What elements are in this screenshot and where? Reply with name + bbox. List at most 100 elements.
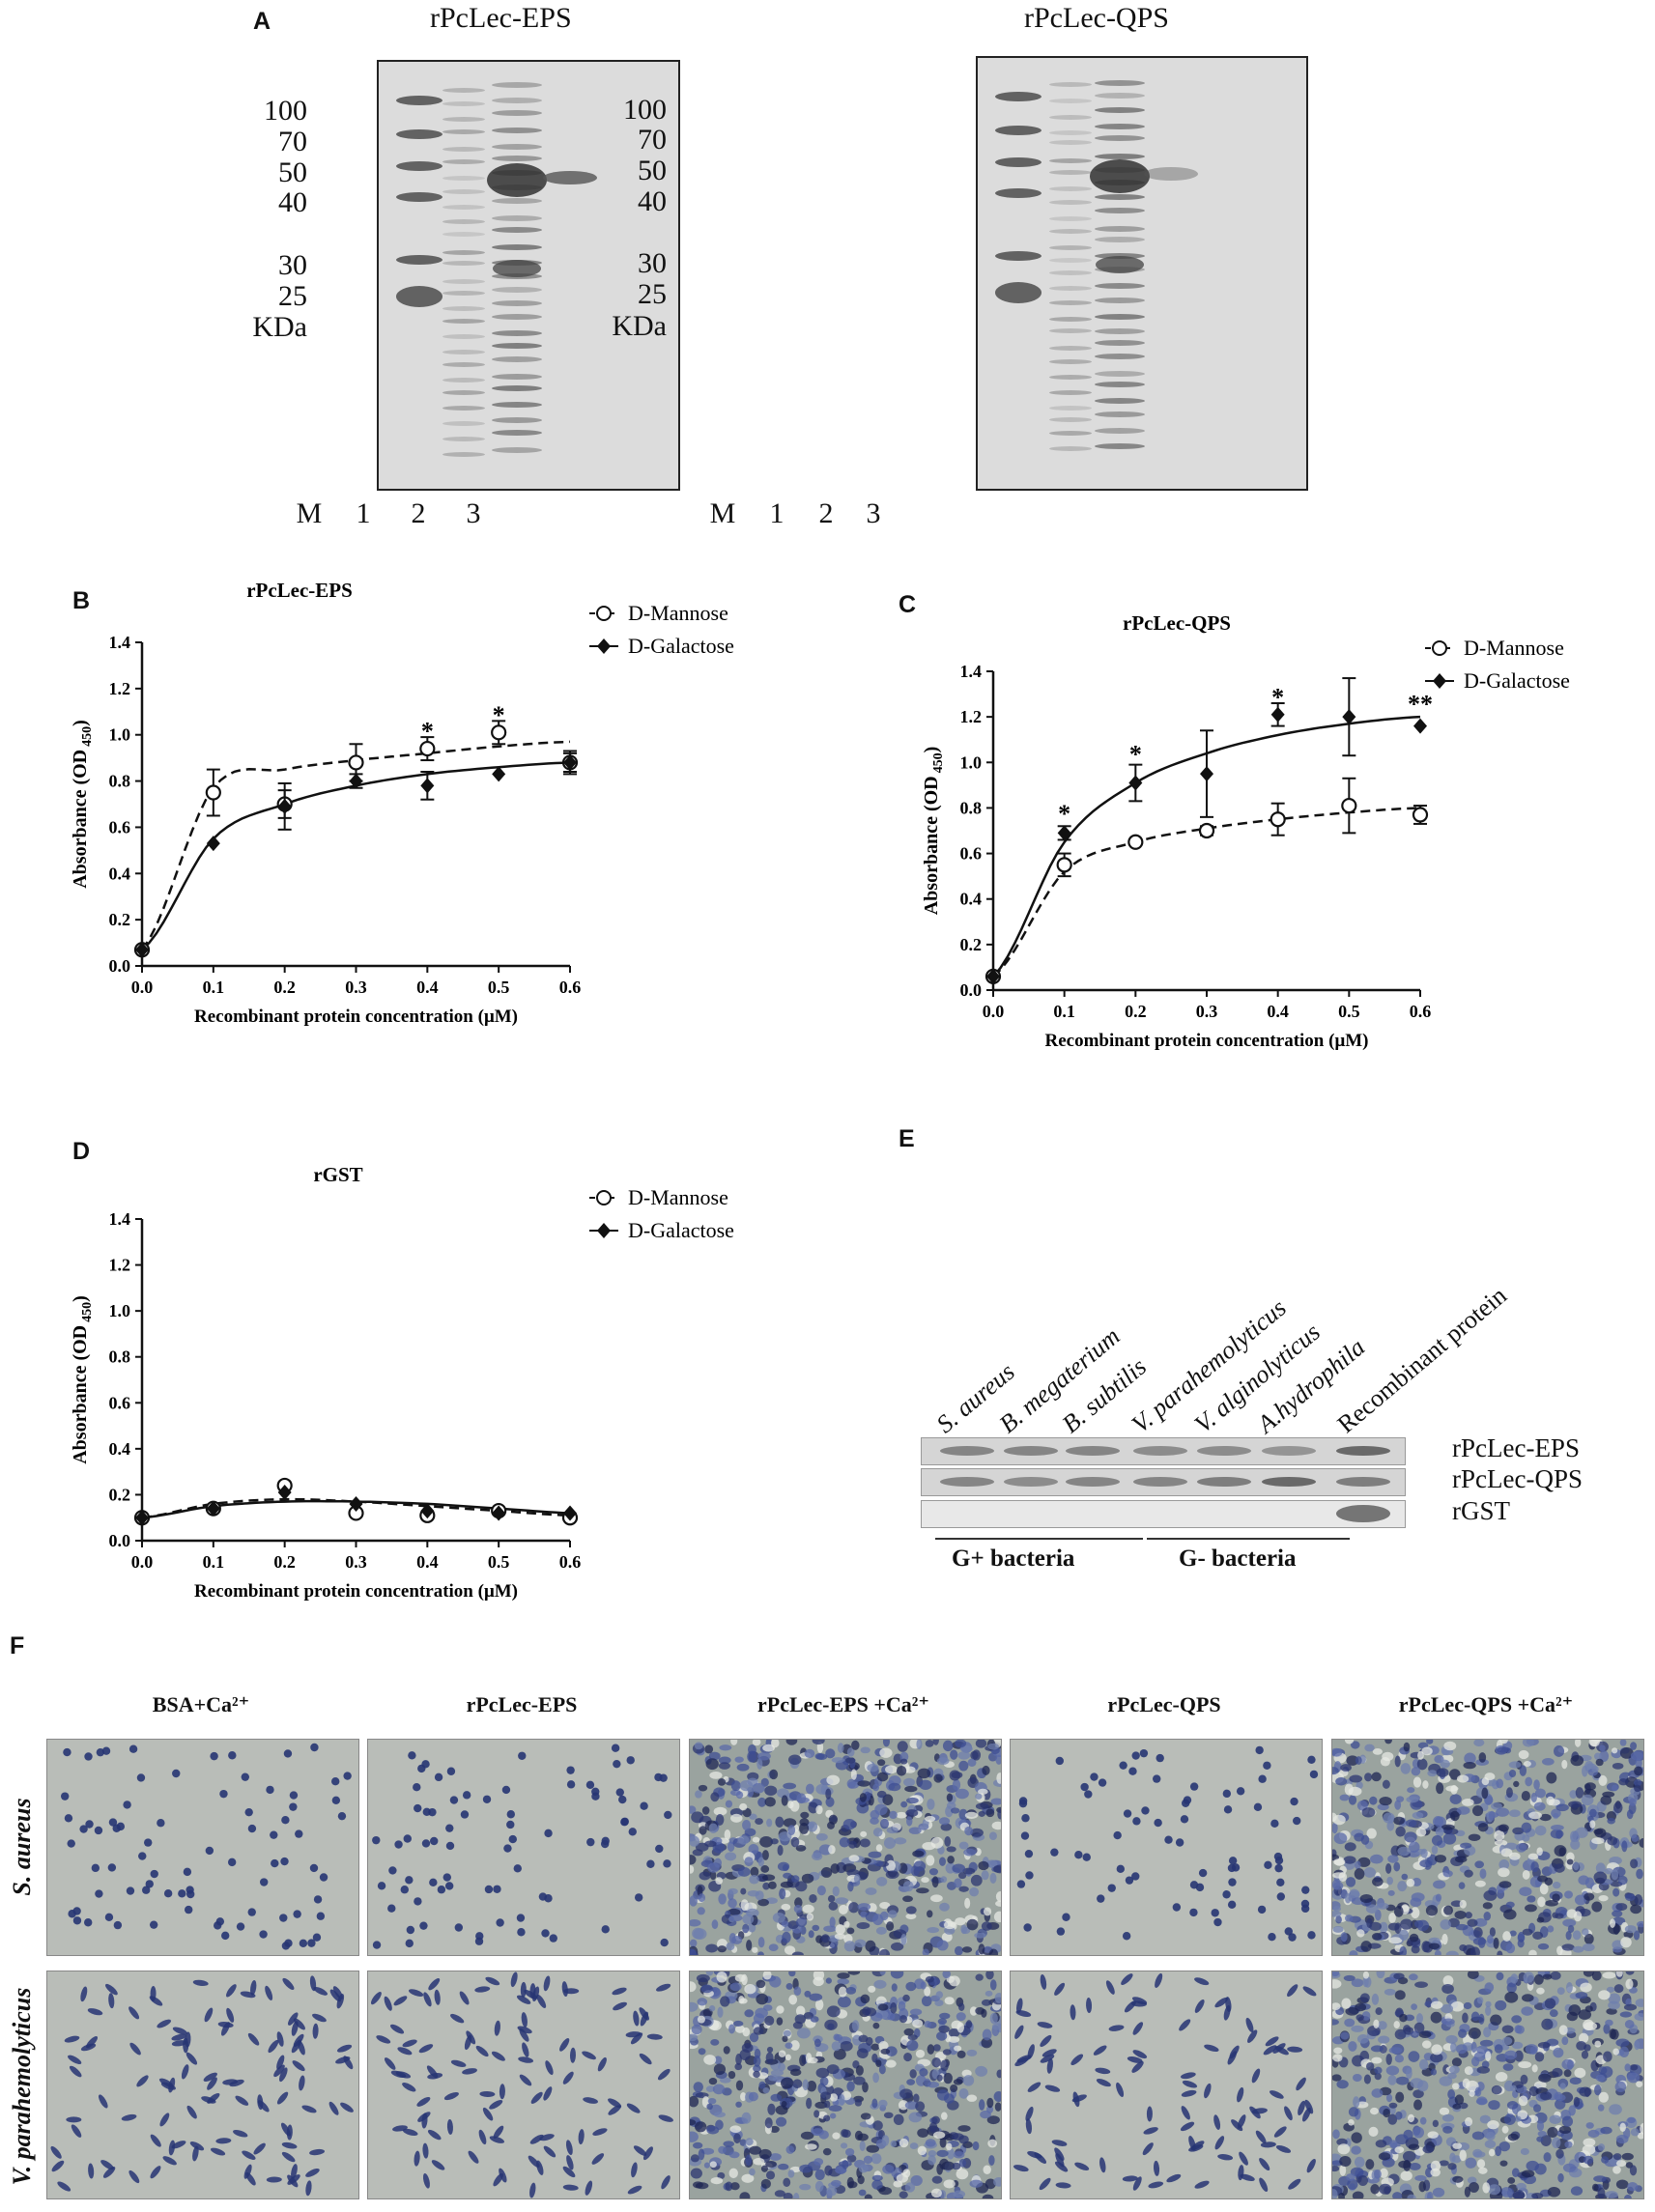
marker-band (396, 129, 442, 139)
blot-band (1004, 1446, 1058, 1456)
lane-label: 1 (769, 496, 785, 529)
induced-band (1095, 340, 1145, 347)
gel-title: rPcLec-QPS (1024, 2, 1169, 34)
mw-marker-label: 50 (638, 155, 667, 186)
panel-d-letter: D (72, 1138, 91, 1165)
x-tick-label: 0.3 (1196, 1002, 1218, 1021)
lysate-band (1049, 169, 1092, 175)
x-tick-label: 0.2 (273, 978, 296, 997)
mannose-point (491, 724, 507, 741)
lysate-band (1049, 229, 1092, 235)
panel-e-letter: E (899, 1125, 915, 1152)
panel-f-letter: F (10, 1632, 25, 1659)
y-tick-label: 1.2 (960, 707, 983, 726)
lane-label: 3 (466, 496, 481, 529)
induced-band (1095, 252, 1145, 259)
agglutination-image (1331, 1971, 1644, 2199)
lysate-band (1049, 99, 1092, 104)
marker-band (396, 286, 442, 307)
group-line (935, 1538, 1143, 1540)
galactose-point (277, 1485, 292, 1501)
marker-band (995, 188, 1042, 198)
x-axis-label: Recombinant protein concentration (μM) (194, 1581, 518, 1602)
micro-column-title: rPcLec-QPS +Ca²⁺ (1398, 1692, 1574, 1716)
x-tick-label: 0.1 (203, 1552, 225, 1572)
induced-band (492, 330, 542, 337)
mannose-point (419, 740, 436, 757)
lysate-band (442, 249, 485, 255)
lane-label: M (709, 496, 736, 529)
micro-column-title: rPcLec-EPS (466, 1692, 578, 1716)
y-tick-label: 0.4 (109, 1439, 131, 1459)
lysate-band (1049, 389, 1092, 395)
micro-column-title: rPcLec-QPS (1107, 1692, 1221, 1716)
lysate-band (1049, 258, 1092, 264)
mannose-point (1270, 811, 1286, 828)
legend-label: D-Galactose (628, 1218, 734, 1242)
induced-band (492, 156, 542, 162)
lysate-band (442, 406, 485, 411)
blot-band (1004, 1477, 1058, 1487)
lysate-band (442, 176, 485, 182)
significance-mark: * (421, 718, 434, 746)
blot-band (1133, 1477, 1187, 1487)
mw-marker-label: 100 (264, 95, 307, 127)
mw-marker-label: 40 (638, 185, 667, 217)
blot-strip (921, 1437, 1406, 1465)
significance-mark: * (1271, 684, 1284, 712)
blot-row-label: rPcLec-QPS (1452, 1464, 1583, 1493)
mw-marker-label: KDa (252, 311, 307, 343)
y-tick-label: 1.0 (960, 752, 983, 772)
lysate-band (442, 218, 485, 224)
blot-band (1066, 1446, 1120, 1456)
mannose-point (1198, 822, 1215, 839)
blot-band (1336, 1477, 1390, 1487)
mw-marker-label: 100 (623, 94, 667, 126)
galactose-point (563, 1505, 577, 1521)
induced-band (492, 356, 542, 363)
induced-band (492, 314, 542, 321)
galactose-point (1413, 718, 1427, 734)
legend-label: D-Galactose (628, 634, 734, 658)
lysate-band (442, 117, 485, 123)
significance-mark: * (493, 701, 505, 729)
lysate-band (442, 159, 485, 165)
blot-band (1197, 1477, 1251, 1487)
y-tick-label: 0.6 (109, 1393, 131, 1412)
chart-c: rPcLec-QPS 0.0 0.1 0.2 0.3 0.4 0.5 0.6 0.0 0.2 0.4… (921, 611, 1570, 1051)
lysate-band (1049, 114, 1092, 120)
galactose-point (420, 778, 435, 794)
lysate-band (1049, 316, 1092, 322)
lysate-band (1049, 140, 1092, 146)
agglutination-image (689, 1739, 1002, 1956)
lysate-band (442, 278, 485, 284)
bacteria-image (1010, 1739, 1323, 1956)
induced-band (492, 299, 542, 306)
lane-label: 2 (818, 496, 834, 529)
significance-mark: * (1058, 800, 1070, 828)
group-label: G+ bacteria (952, 1546, 1075, 1572)
mannose-point (348, 754, 364, 771)
marker-band (995, 251, 1042, 261)
overexpressed-band (1096, 256, 1144, 273)
blot-strip (921, 1500, 1406, 1528)
lysate-band (442, 189, 485, 195)
y-tick-label: 1.0 (109, 725, 131, 745)
gel-title: rPcLec-EPS (430, 2, 572, 34)
legend-label: D-Galactose (1464, 668, 1570, 693)
lysate-band (442, 291, 485, 297)
group-line (1147, 1538, 1350, 1540)
lysate-band (442, 377, 485, 383)
bacteria-image (46, 1739, 359, 1956)
y-tick-label: 1.2 (109, 679, 131, 698)
induced-band (1095, 428, 1145, 435)
galactose-point (986, 968, 1000, 984)
y-tick-label: 0.8 (109, 1347, 131, 1367)
overexpressed-band (487, 163, 547, 197)
marker-band (396, 192, 442, 202)
micro-column-title: BSA+Ca²⁺ (152, 1692, 250, 1716)
lysate-band (442, 361, 485, 367)
induced-band (492, 98, 542, 104)
overexpressed-band (493, 260, 541, 277)
y-tick-label: 0.0 (109, 956, 131, 976)
